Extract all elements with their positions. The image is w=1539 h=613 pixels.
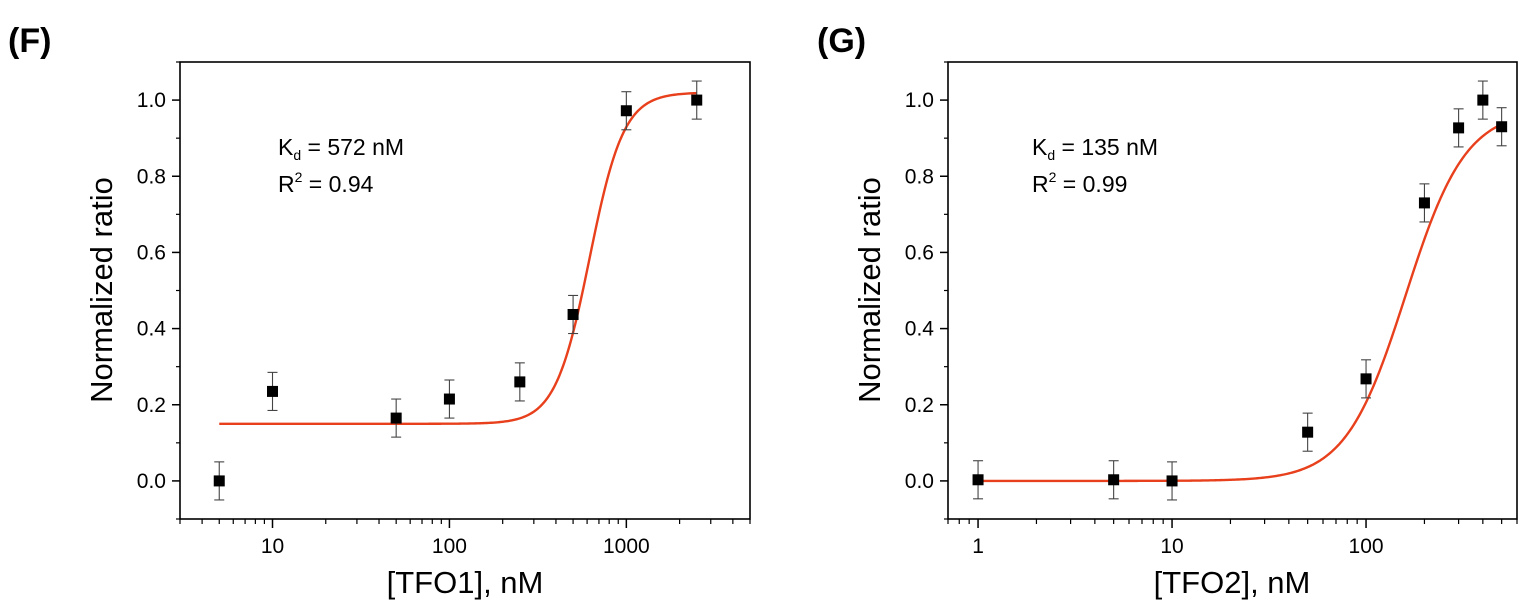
data-point bbox=[213, 475, 225, 487]
r2-annotation: R2 = 0.99 bbox=[1032, 169, 1127, 197]
x-axis-title: [TFO1], nM bbox=[387, 565, 544, 600]
x-tick-label: 100 bbox=[1349, 535, 1384, 558]
y-axis-title: Normalized ratio bbox=[852, 177, 887, 403]
data-point bbox=[443, 393, 455, 405]
data-point bbox=[620, 105, 632, 117]
data-point bbox=[1166, 475, 1178, 487]
data-point bbox=[1418, 197, 1430, 209]
fit-curve bbox=[219, 91, 697, 425]
panel-label: (F) bbox=[8, 22, 51, 60]
data-point bbox=[514, 376, 526, 388]
y-tick-label: 1.0 bbox=[905, 89, 934, 112]
y-tick-label: 0.8 bbox=[137, 165, 166, 188]
plot-frame bbox=[947, 61, 1518, 520]
x-tick-label: 1000 bbox=[603, 535, 650, 558]
y-tick-label: 0.0 bbox=[137, 470, 166, 493]
x-axis-title: [TFO2], nM bbox=[1154, 565, 1311, 600]
chart-panel-0: (F) 0.0 0.2 0.4 0.6 0.8 1.0 10 100 1000 Normalized… bbox=[8, 22, 751, 600]
chart-panel-1: (G) 0.0 0.2 0.4 0.6 0.8 1.0 1 10 100 Normalized ra… bbox=[817, 22, 1518, 600]
plot-frame bbox=[179, 61, 751, 520]
y-tick-label: 0.0 bbox=[905, 470, 934, 493]
data-point bbox=[567, 308, 579, 320]
kd-annotation: Kd = 135 nM bbox=[1032, 134, 1158, 163]
data-point bbox=[1302, 426, 1314, 438]
panel-label: (G) bbox=[817, 22, 866, 60]
y-tick-label: 0.8 bbox=[905, 165, 934, 188]
y-tick-label: 0.6 bbox=[905, 241, 934, 264]
data-point bbox=[1496, 121, 1508, 133]
data-point bbox=[1108, 474, 1120, 486]
y-axis-title: Normalized ratio bbox=[84, 177, 119, 403]
x-tick-label: 10 bbox=[261, 535, 284, 558]
data-point bbox=[691, 94, 703, 106]
data-point bbox=[1477, 94, 1489, 106]
r2-annotation: R2 = 0.94 bbox=[278, 169, 374, 197]
x-tick-label: 100 bbox=[432, 535, 467, 558]
data-point bbox=[267, 385, 279, 397]
fit-curve bbox=[978, 123, 1503, 483]
y-tick-label: 0.2 bbox=[905, 394, 934, 417]
y-tick-label: 0.6 bbox=[137, 241, 166, 264]
kd-annotation: Kd = 572 nM bbox=[278, 134, 404, 163]
data-point bbox=[390, 412, 402, 424]
x-tick-label: 10 bbox=[1160, 535, 1183, 558]
x-tick-label: 1 bbox=[972, 535, 984, 558]
data-point bbox=[972, 474, 984, 486]
data-point bbox=[1360, 373, 1372, 385]
y-tick-label: 0.4 bbox=[137, 318, 167, 341]
y-tick-label: 0.2 bbox=[137, 394, 166, 417]
y-tick-label: 1.0 bbox=[137, 89, 166, 112]
y-tick-label: 0.4 bbox=[905, 318, 935, 341]
data-point bbox=[1453, 122, 1465, 134]
